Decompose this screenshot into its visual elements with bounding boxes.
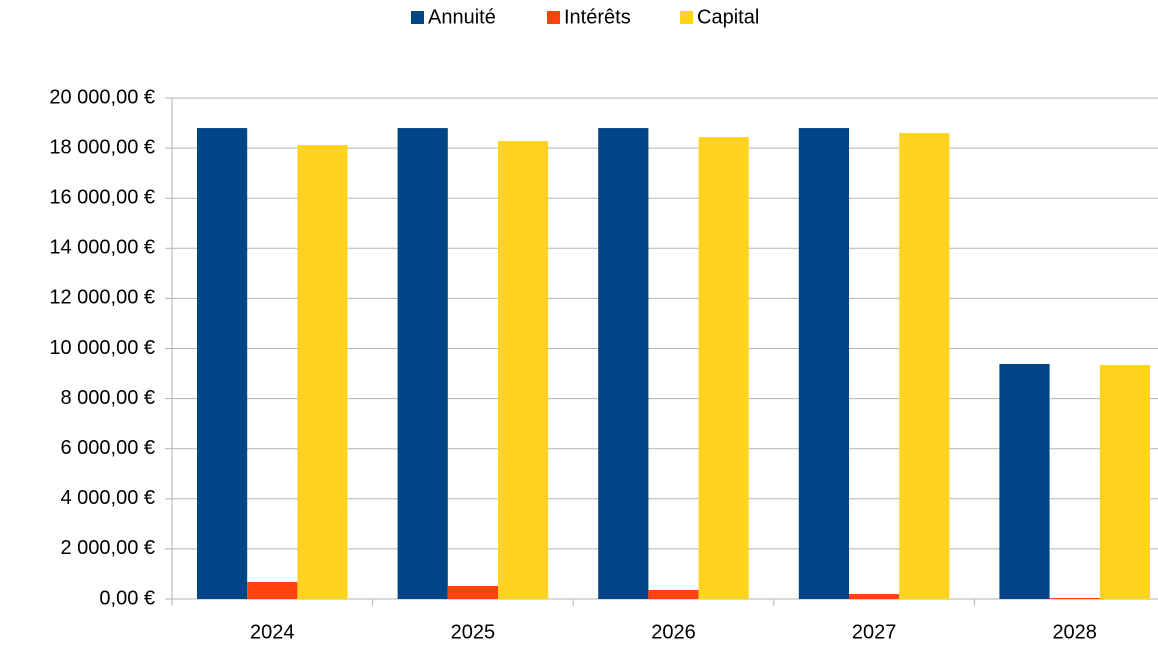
y-tick-label: 14 000,00 €: [49, 237, 155, 259]
bar: [297, 145, 348, 599]
bar: [498, 141, 549, 599]
bar: [1049, 597, 1100, 599]
y-tick-label: 18 000,00 €: [49, 136, 155, 158]
bar: [1099, 365, 1150, 599]
legend-swatch: [680, 11, 693, 24]
bar: [648, 589, 699, 599]
y-tick-label: 16 000,00 €: [49, 186, 155, 208]
bar: [598, 128, 649, 599]
bar: [798, 128, 849, 599]
y-tick-label: 20 000,00 €: [49, 86, 155, 108]
bar: [197, 128, 248, 599]
y-tick-label: 6 000,00 €: [60, 437, 155, 459]
x-tick-label: 2025: [451, 621, 496, 643]
legend-label: Intérêts: [564, 6, 631, 28]
x-tick-label: 2028: [1052, 621, 1097, 643]
y-tick-label: 8 000,00 €: [60, 387, 155, 409]
bar: [999, 364, 1050, 599]
bar: [899, 133, 950, 599]
bar: [397, 128, 448, 599]
legend-label: Capital: [697, 6, 759, 28]
legend-swatch: [411, 11, 424, 24]
bar: [698, 137, 749, 599]
bar: [849, 593, 900, 599]
bar: [447, 585, 498, 599]
y-tick-label: 10 000,00 €: [49, 337, 155, 359]
y-tick-label: 0,00 €: [99, 587, 155, 609]
x-tick-label: 2026: [651, 621, 696, 643]
y-tick-label: 12 000,00 €: [49, 287, 155, 309]
legend-swatch: [547, 11, 560, 24]
y-tick-label: 4 000,00 €: [60, 487, 155, 509]
x-tick-label: 2024: [250, 621, 295, 643]
bar: [247, 581, 298, 599]
x-tick-label: 2027: [852, 621, 897, 643]
legend-label: Annuité: [428, 6, 496, 28]
y-tick-label: 2 000,00 €: [60, 537, 155, 559]
